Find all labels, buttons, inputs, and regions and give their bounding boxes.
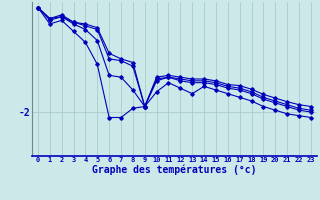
X-axis label: Graphe des températures (°c): Graphe des températures (°c) bbox=[92, 165, 257, 175]
